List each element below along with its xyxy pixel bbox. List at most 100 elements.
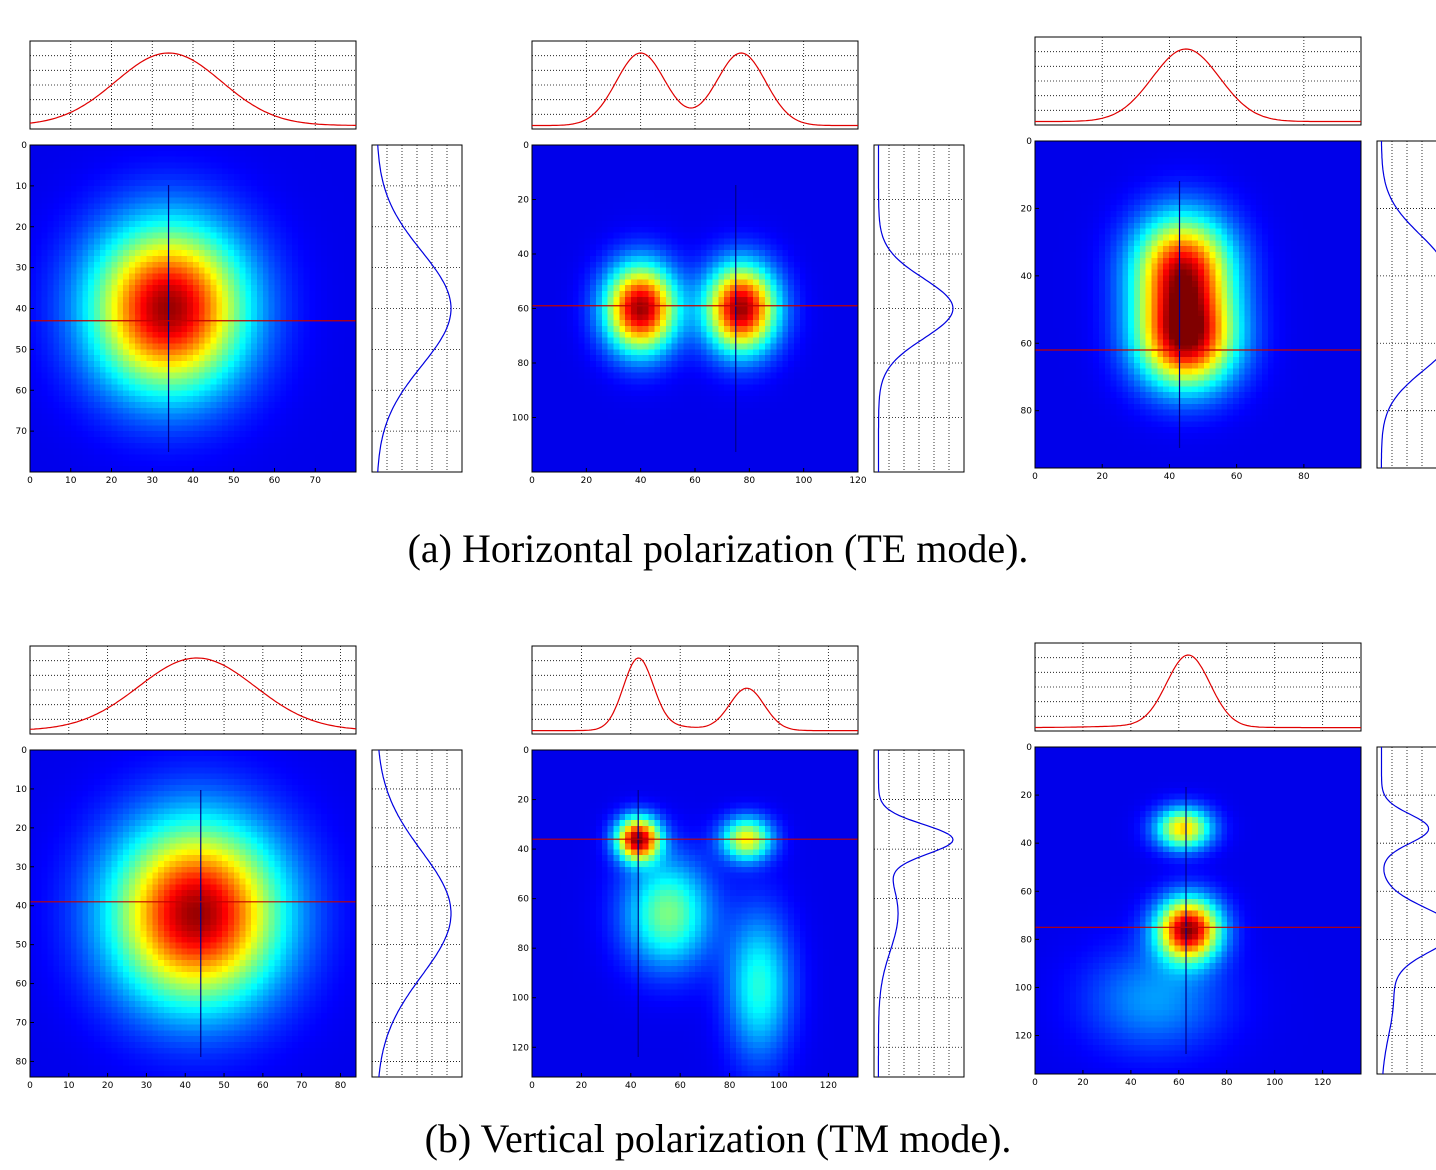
cell xyxy=(619,367,625,373)
cell xyxy=(648,279,654,285)
cell xyxy=(158,344,164,350)
cell xyxy=(146,163,152,169)
cell xyxy=(77,460,83,466)
cell xyxy=(631,443,637,449)
cell xyxy=(701,250,707,256)
cell xyxy=(42,297,48,303)
cell xyxy=(106,168,112,174)
cell xyxy=(608,408,614,414)
cell xyxy=(193,238,199,244)
cell xyxy=(538,297,544,303)
cell xyxy=(614,215,620,221)
cell xyxy=(135,174,141,180)
cell xyxy=(222,309,228,315)
cell xyxy=(181,332,187,338)
cell xyxy=(321,344,327,350)
cell xyxy=(181,396,187,402)
cell xyxy=(234,227,240,233)
cell xyxy=(584,244,590,250)
cell xyxy=(71,168,77,174)
cell xyxy=(170,379,176,385)
cell xyxy=(245,273,251,279)
cell xyxy=(286,344,292,350)
cell xyxy=(269,268,275,274)
cell xyxy=(135,396,141,402)
cell xyxy=(36,326,42,332)
cell xyxy=(643,454,649,460)
cell xyxy=(339,227,345,233)
cell xyxy=(544,273,550,279)
cell xyxy=(637,279,643,285)
cell xyxy=(117,192,123,198)
cell xyxy=(602,198,608,204)
cell xyxy=(333,279,339,285)
cell xyxy=(672,431,678,437)
cell xyxy=(298,332,304,338)
cell xyxy=(561,291,567,297)
cell xyxy=(339,163,345,169)
cell xyxy=(170,309,176,315)
cell xyxy=(123,361,129,367)
cell xyxy=(579,431,585,437)
cell xyxy=(77,168,83,174)
cell xyxy=(158,402,164,408)
cell xyxy=(164,344,170,350)
cell xyxy=(532,180,538,186)
cell xyxy=(327,326,333,332)
x-tick-label: 30 xyxy=(147,476,159,486)
cell xyxy=(286,379,292,385)
cell xyxy=(123,238,129,244)
cell xyxy=(275,425,281,431)
cell xyxy=(280,291,286,297)
cell xyxy=(123,303,129,309)
cell xyxy=(573,443,579,449)
cell xyxy=(660,419,666,425)
cell xyxy=(666,233,672,239)
cell xyxy=(234,314,240,320)
cell xyxy=(146,314,152,320)
cell xyxy=(164,309,170,315)
cell xyxy=(47,344,53,350)
cell xyxy=(94,215,100,221)
cell xyxy=(257,198,263,204)
cell xyxy=(561,151,567,157)
cell xyxy=(158,349,164,355)
cell xyxy=(701,431,707,437)
cell xyxy=(631,285,637,291)
cell xyxy=(228,390,234,396)
cell xyxy=(210,449,216,455)
cell xyxy=(129,227,135,233)
cell xyxy=(187,402,193,408)
cell xyxy=(292,344,298,350)
cell xyxy=(672,285,678,291)
cell xyxy=(216,163,222,169)
cell xyxy=(584,262,590,268)
cell xyxy=(567,180,573,186)
cell xyxy=(608,332,614,338)
cell xyxy=(112,256,118,262)
cell xyxy=(269,361,275,367)
cell xyxy=(695,431,701,437)
cell xyxy=(614,344,620,350)
cell xyxy=(344,209,350,215)
cell xyxy=(579,408,585,414)
cell xyxy=(158,279,164,285)
cell xyxy=(77,198,83,204)
cell xyxy=(573,361,579,367)
cell xyxy=(30,332,36,338)
cell xyxy=(257,309,263,315)
cell xyxy=(205,192,211,198)
cell xyxy=(112,367,118,373)
cell xyxy=(631,244,637,250)
cell xyxy=(123,174,129,180)
cell xyxy=(660,314,666,320)
cell xyxy=(112,361,118,367)
cell xyxy=(602,402,608,408)
cell xyxy=(36,460,42,466)
cell xyxy=(112,396,118,402)
cell xyxy=(544,262,550,268)
cell xyxy=(210,233,216,239)
cell xyxy=(619,233,625,239)
cell xyxy=(538,419,544,425)
cell xyxy=(643,168,649,174)
